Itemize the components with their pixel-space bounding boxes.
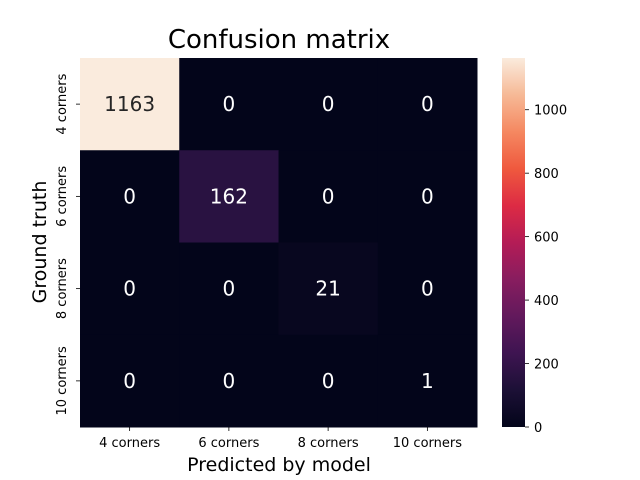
cell-value-label: 21 xyxy=(315,277,340,301)
cell-value-label: 0 xyxy=(123,369,136,393)
colorbar-tick-label: 400 xyxy=(534,294,559,309)
y-axis-label: Ground truth xyxy=(29,181,51,304)
colorbar-tick-label: 800 xyxy=(534,167,559,182)
colorbar-tick-label: 0 xyxy=(534,421,542,436)
heatmap-cell xyxy=(377,242,478,336)
cell-value-label: 0 xyxy=(223,277,236,301)
heatmap-cell xyxy=(80,242,180,336)
cell-value-label: 0 xyxy=(322,92,335,116)
heatmap-cell xyxy=(278,150,379,243)
cell-value-label: 162 xyxy=(210,184,248,208)
x-tick-label: 8 corners xyxy=(298,436,359,451)
x-axis-ticks: 4 corners 6 corners 8 corners 10 corners xyxy=(99,427,462,451)
y-tick-label: 4 corners xyxy=(55,73,70,134)
heatmap-cell xyxy=(179,150,279,243)
cell-value-label: 0 xyxy=(421,277,434,301)
heatmap-cell xyxy=(80,150,180,243)
y-tick-label: 10 corners xyxy=(55,346,70,415)
heatmap-cell xyxy=(278,242,379,336)
x-tick-label: 10 corners xyxy=(393,436,462,451)
heatmap-cell xyxy=(179,58,279,151)
cell-value-label: 1 xyxy=(421,369,434,393)
colorbar-tick-label: 200 xyxy=(534,358,559,373)
heatmap-cell xyxy=(278,58,379,151)
chart-title: Confusion matrix xyxy=(168,25,390,55)
heatmap-cell xyxy=(377,334,478,428)
cell-value-label: 0 xyxy=(421,184,434,208)
x-tick-label: 6 corners xyxy=(198,436,259,451)
heatmap-cell xyxy=(80,334,180,428)
cell-value-label: 1163 xyxy=(104,92,155,116)
colorbar-tick-label: 1000 xyxy=(534,104,567,119)
heatmap-cell xyxy=(377,58,478,151)
cell-value-label: 0 xyxy=(223,369,236,393)
y-axis-ticks: 4 corners 6 corners 8 corners 10 corners xyxy=(55,73,80,416)
heatmap-cell xyxy=(278,334,379,428)
heatmap-cells xyxy=(80,58,478,428)
heatmap-cell xyxy=(179,242,279,336)
cell-value-label: 0 xyxy=(322,369,335,393)
colorbar-tick-label: 600 xyxy=(534,231,559,246)
cell-value-label: 0 xyxy=(123,277,136,301)
heatmap-cell xyxy=(377,150,478,243)
colorbar xyxy=(502,58,525,427)
x-axis-label: Predicted by model xyxy=(187,454,371,476)
colorbar-ticks: 0 200 400 600 800 1000 xyxy=(525,104,567,436)
cell-value-label: 0 xyxy=(223,92,236,116)
heatmap-cell-labels: 1163 0 0 0 0 162 0 0 0 0 21 0 0 0 0 1 xyxy=(104,92,434,393)
cell-value-label: 0 xyxy=(322,184,335,208)
heatmap-cell xyxy=(179,334,279,428)
cell-value-label: 0 xyxy=(123,184,136,208)
y-tick-label: 6 corners xyxy=(55,166,70,227)
x-tick-label: 4 corners xyxy=(99,436,160,451)
cell-value-label: 0 xyxy=(421,92,434,116)
heatmap-cell xyxy=(80,58,180,151)
y-tick-label: 8 corners xyxy=(55,258,70,319)
